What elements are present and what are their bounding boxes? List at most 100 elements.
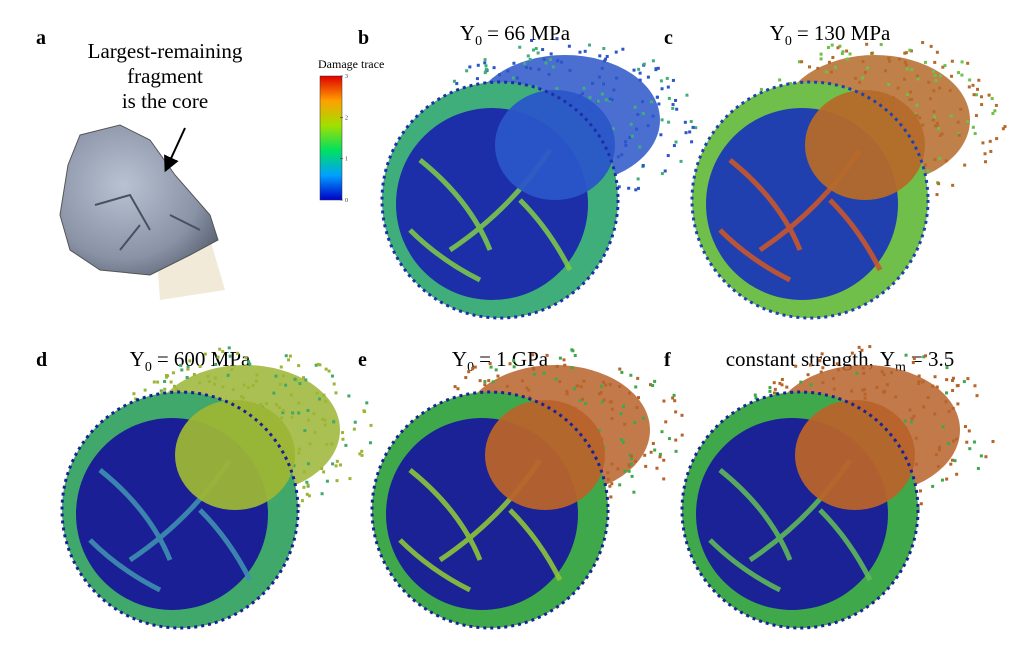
spray-particle bbox=[660, 430, 664, 434]
spray-particle bbox=[966, 120, 970, 124]
spray-particle bbox=[571, 349, 575, 353]
spray-particle bbox=[230, 368, 234, 372]
spray-particle bbox=[597, 428, 601, 432]
spray-particle bbox=[303, 429, 307, 433]
spray-particle bbox=[284, 383, 288, 387]
spray-particle bbox=[951, 183, 955, 187]
spray-particle bbox=[829, 70, 833, 74]
spray-particle bbox=[809, 383, 813, 387]
spray-particle bbox=[933, 157, 937, 161]
spray-particle bbox=[646, 75, 650, 79]
spray-particle bbox=[683, 120, 687, 124]
spray-particle bbox=[820, 352, 824, 356]
spray-particle bbox=[936, 125, 940, 129]
spray-particle bbox=[559, 60, 563, 64]
spray-particle bbox=[955, 472, 959, 476]
spray-particle bbox=[277, 406, 281, 410]
spray-particle bbox=[653, 379, 657, 383]
spray-particle bbox=[875, 385, 879, 389]
spray-particle bbox=[933, 124, 937, 128]
spray-particle bbox=[938, 133, 942, 137]
spray-particle bbox=[934, 453, 938, 457]
spray-particle bbox=[221, 350, 225, 354]
spray-particle bbox=[494, 368, 498, 372]
spray-particle bbox=[664, 420, 668, 424]
spray-particle bbox=[933, 412, 937, 416]
spray-particle bbox=[632, 490, 636, 494]
spray-particle bbox=[532, 372, 536, 376]
spray-particle bbox=[674, 140, 678, 144]
spray-particle bbox=[658, 452, 662, 456]
spray-particle bbox=[649, 450, 653, 454]
spray-particle bbox=[943, 64, 947, 68]
spray-particle bbox=[368, 441, 372, 445]
spray-particle bbox=[324, 367, 328, 371]
spray-particle bbox=[525, 386, 529, 390]
spray-particle bbox=[932, 110, 936, 114]
spray-particle bbox=[637, 67, 641, 71]
spray-particle bbox=[531, 353, 535, 357]
spray-particle bbox=[605, 54, 609, 58]
spray-particle bbox=[297, 451, 301, 455]
spray-particle bbox=[619, 438, 623, 442]
spray-particle bbox=[658, 455, 662, 459]
spray-particle bbox=[956, 402, 960, 406]
spray-particle bbox=[916, 77, 920, 81]
spray-particle bbox=[239, 395, 243, 399]
spray-particle bbox=[315, 391, 319, 395]
spray-particle bbox=[981, 141, 985, 145]
spray-particle bbox=[950, 59, 954, 63]
spray-particle bbox=[932, 70, 936, 74]
spray-particle bbox=[937, 126, 941, 130]
spray-particle bbox=[620, 153, 624, 157]
panel-label: c bbox=[664, 27, 673, 49]
spray-particle bbox=[579, 385, 583, 389]
spray-particle bbox=[532, 366, 536, 370]
spray-particle bbox=[213, 376, 217, 380]
spray-particle bbox=[865, 42, 869, 46]
spray-particle bbox=[773, 387, 777, 391]
spray-particle bbox=[475, 77, 479, 81]
spray-particle bbox=[638, 145, 642, 149]
spray-particle bbox=[807, 65, 811, 69]
spray-particle bbox=[542, 371, 546, 375]
spray-particle bbox=[166, 374, 170, 378]
spray-particle bbox=[244, 356, 248, 360]
spray-particle bbox=[667, 96, 671, 100]
spray-particle bbox=[915, 113, 919, 117]
spray-particle bbox=[945, 477, 949, 481]
spray-particle bbox=[968, 78, 972, 82]
spray-particle bbox=[666, 154, 670, 158]
spray-particle bbox=[156, 380, 160, 384]
spray-particle bbox=[659, 79, 663, 83]
panel-label: b bbox=[358, 27, 369, 49]
spray-particle bbox=[636, 186, 640, 190]
spray-particle bbox=[694, 126, 698, 130]
spray-particle bbox=[305, 492, 309, 496]
spray-particle bbox=[632, 68, 636, 72]
spray-particle bbox=[636, 396, 640, 400]
spray-particle bbox=[623, 422, 627, 426]
spray-particle bbox=[819, 370, 823, 374]
spray-particle bbox=[799, 380, 803, 384]
spray-particle bbox=[314, 363, 318, 367]
spray-particle bbox=[904, 63, 908, 67]
spray-particle bbox=[627, 186, 631, 190]
spray-particle bbox=[957, 133, 961, 137]
spray-particle bbox=[979, 95, 983, 99]
spray-particle bbox=[827, 60, 831, 64]
spray-particle bbox=[320, 492, 324, 496]
spray-particle bbox=[861, 59, 865, 63]
spray-particle bbox=[845, 57, 849, 61]
outline bbox=[380, 80, 620, 320]
spray-particle bbox=[247, 360, 251, 364]
spray-particle bbox=[862, 371, 866, 375]
spray-particle bbox=[955, 437, 959, 441]
spray-particle bbox=[896, 86, 900, 90]
spray-particle bbox=[206, 374, 210, 378]
spray-particle bbox=[818, 359, 822, 363]
spray-particle bbox=[259, 402, 263, 406]
spray-particle bbox=[918, 489, 922, 493]
spray-particle bbox=[278, 382, 282, 386]
spray-particle bbox=[671, 396, 675, 400]
